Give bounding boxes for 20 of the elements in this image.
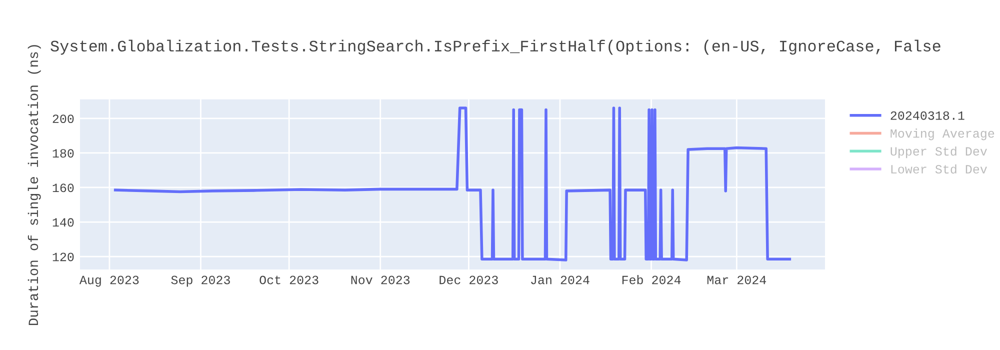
y-tick-label: 200 <box>52 114 74 124</box>
y-tick-label: 160 <box>52 184 74 192</box>
y-tick-label: 120 <box>52 252 74 262</box>
legend-label: Upper Std Dev <box>890 146 987 158</box>
x-tick-label: Aug 2023 <box>79 276 139 287</box>
x-tick-label: Feb 2024 <box>622 275 681 284</box>
chart-title: System.Globalization.Tests.StringSearch.IsPrefix_FirstHalf(Options: (en-US, IgnoreCase, False <box>50 40 940 55</box>
legend-label: Moving Average <box>890 128 994 140</box>
x-tick-label: Dec 2023 <box>440 276 498 284</box>
x-tick-label: Sep 2023 <box>171 276 230 287</box>
x-tick-label: Jan 2024 <box>531 276 590 284</box>
y-tick-label: 140 <box>52 218 74 227</box>
x-tick-label: Mar 2024 <box>707 276 766 284</box>
legend-label: Lower Std Dev <box>891 164 987 174</box>
line-series <box>114 106 792 262</box>
x-tick-label: Nov 2023 <box>351 276 410 284</box>
x-tick-label: Oct 2023 <box>260 276 318 284</box>
y-axis-title: Duration of single invocation (ns) <box>28 45 41 326</box>
y-tick-label: 180 <box>52 149 74 158</box>
legend-label: 20240318.1 <box>890 111 964 120</box>
